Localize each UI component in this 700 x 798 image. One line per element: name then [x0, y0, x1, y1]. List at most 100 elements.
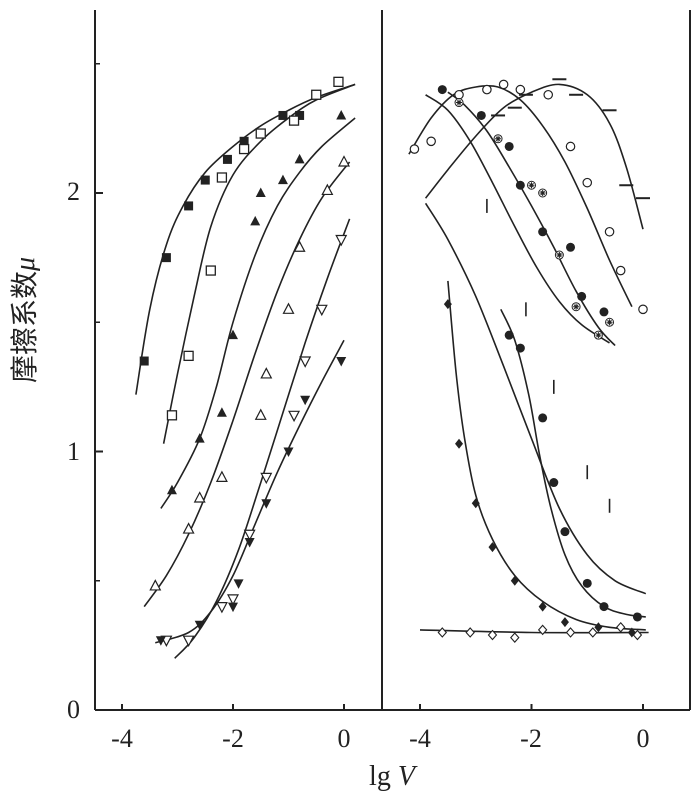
- marker-left-4-1: [182, 635, 195, 647]
- marker-left-5-3: [233, 579, 244, 589]
- marker-left-1-0: [166, 410, 178, 421]
- marker-left-4-6: [288, 410, 301, 423]
- marker-left-5-2: [228, 602, 238, 613]
- marker-left-0-0: [139, 356, 149, 366]
- marker-left-1-1: [183, 350, 194, 362]
- marker-left-1-5: [255, 128, 266, 139]
- marker-left-4-3: [227, 594, 239, 606]
- fitted-curves: [135, 83, 649, 659]
- marker-right-0-1: [426, 136, 436, 147]
- curve-left-3: [143, 161, 351, 608]
- marker-right-7-0: [437, 627, 448, 638]
- marker-right-0-2: [454, 89, 464, 100]
- marker-right-1-5: [571, 302, 581, 312]
- marker-right-5-7: [632, 612, 642, 622]
- curve-right-3: [424, 83, 644, 230]
- marker-left-1-7: [311, 89, 322, 100]
- marker-left-5-8: [336, 357, 347, 367]
- marker-left-5-1: [194, 620, 205, 631]
- marker-right-0-11: [638, 304, 648, 315]
- marker-right-2-4: [538, 227, 548, 237]
- chart-frame: [94, 10, 691, 711]
- marker-left-3-9: [338, 155, 350, 167]
- marker-left-2-1: [194, 433, 205, 443]
- marker-right-6-4: [510, 575, 519, 586]
- marker-left-5-4: [244, 537, 255, 548]
- x-tick-label-right-0: 0: [637, 724, 650, 753]
- y-tick-label-0: 0: [67, 695, 80, 724]
- curve-right-2: [425, 94, 610, 344]
- marker-left-3-2: [193, 491, 206, 503]
- marker-left-4-2: [215, 601, 228, 614]
- marker-right-7-8: [632, 629, 643, 641]
- marker-right-6-3: [488, 542, 497, 553]
- marker-right-2-5: [566, 242, 576, 252]
- marker-left-2-0: [166, 484, 177, 495]
- marker-right-2-2: [504, 141, 514, 151]
- curve-right-4: [424, 202, 647, 595]
- marker-right-7-7: [615, 621, 626, 633]
- marker-right-2-1: [476, 110, 486, 120]
- marker-right-2-7: [599, 307, 609, 317]
- marker-right-0-0: [409, 144, 420, 154]
- marker-left-2-7: [294, 153, 305, 164]
- marker-left-0-2: [184, 201, 194, 211]
- marker-left-3-3: [215, 470, 228, 482]
- marker-right-5-4: [560, 527, 570, 537]
- marker-right-1-6: [593, 330, 603, 340]
- marker-right-1-3: [538, 188, 548, 198]
- marker-left-5-0: [155, 636, 166, 646]
- marker-right-2-0: [437, 85, 447, 95]
- marker-right-7-4: [537, 624, 548, 636]
- x-axis-title: lg V: [369, 761, 418, 792]
- marker-right-0-9: [604, 226, 615, 237]
- curve-right-6: [447, 280, 646, 631]
- y-axis-title: 摩擦系数μ: [9, 257, 41, 383]
- marker-left-0-3: [200, 175, 210, 185]
- marker-left-2-5: [255, 187, 266, 197]
- curve-left-4: [174, 218, 351, 659]
- marker-right-0-6: [543, 89, 554, 100]
- marker-right-5-0: [504, 330, 514, 340]
- marker-left-3-7: [293, 240, 306, 252]
- x-axis-ticks: [121, 704, 644, 710]
- marker-left-2-8: [336, 109, 347, 120]
- x-tick-label-right-minus4: -4: [409, 724, 431, 753]
- marker-right-5-3: [549, 478, 559, 488]
- marker-right-7-3: [510, 632, 520, 643]
- curve-left-0: [135, 83, 356, 395]
- y-tick-label-1: 1: [67, 437, 80, 466]
- marker-right-7-2: [487, 629, 498, 641]
- x-tick-label-left-minus2: -2: [222, 724, 244, 753]
- marker-left-5-6: [283, 447, 294, 457]
- x-tick-label-right-minus2: -2: [520, 724, 542, 753]
- x-tick-label-left-0: 0: [338, 724, 351, 753]
- marker-right-6-6: [560, 617, 569, 628]
- marker-left-3-1: [182, 522, 195, 534]
- marker-left-3-4: [254, 408, 267, 420]
- marker-right-0-4: [498, 79, 509, 90]
- marker-right-6-2: [471, 498, 480, 509]
- marker-left-0-1: [161, 253, 171, 263]
- marker-left-0-4: [222, 154, 232, 164]
- marker-right-5-1: [515, 343, 525, 353]
- marker-right-0-5: [515, 84, 526, 95]
- marker-right-0-3: [482, 84, 492, 95]
- marker-left-4-7: [299, 356, 312, 368]
- marker-right-7-6: [588, 627, 598, 638]
- curve-left-2: [160, 117, 356, 509]
- marker-left-1-4: [238, 143, 250, 155]
- curve-right-1: [447, 91, 616, 347]
- marker-right-2-3: [515, 180, 525, 190]
- curve-left-5: [155, 339, 345, 644]
- marker-left-1-2: [205, 265, 216, 276]
- marker-left-4-4: [243, 529, 256, 542]
- marker-right-5-2: [538, 413, 548, 423]
- marker-left-0-7: [278, 110, 288, 120]
- marker-left-3-6: [282, 302, 295, 314]
- y-tick-label-2: 2: [67, 177, 80, 206]
- marker-left-4-5: [260, 472, 273, 485]
- marker-right-0-7: [565, 141, 576, 152]
- marker-left-0-5: [239, 136, 249, 146]
